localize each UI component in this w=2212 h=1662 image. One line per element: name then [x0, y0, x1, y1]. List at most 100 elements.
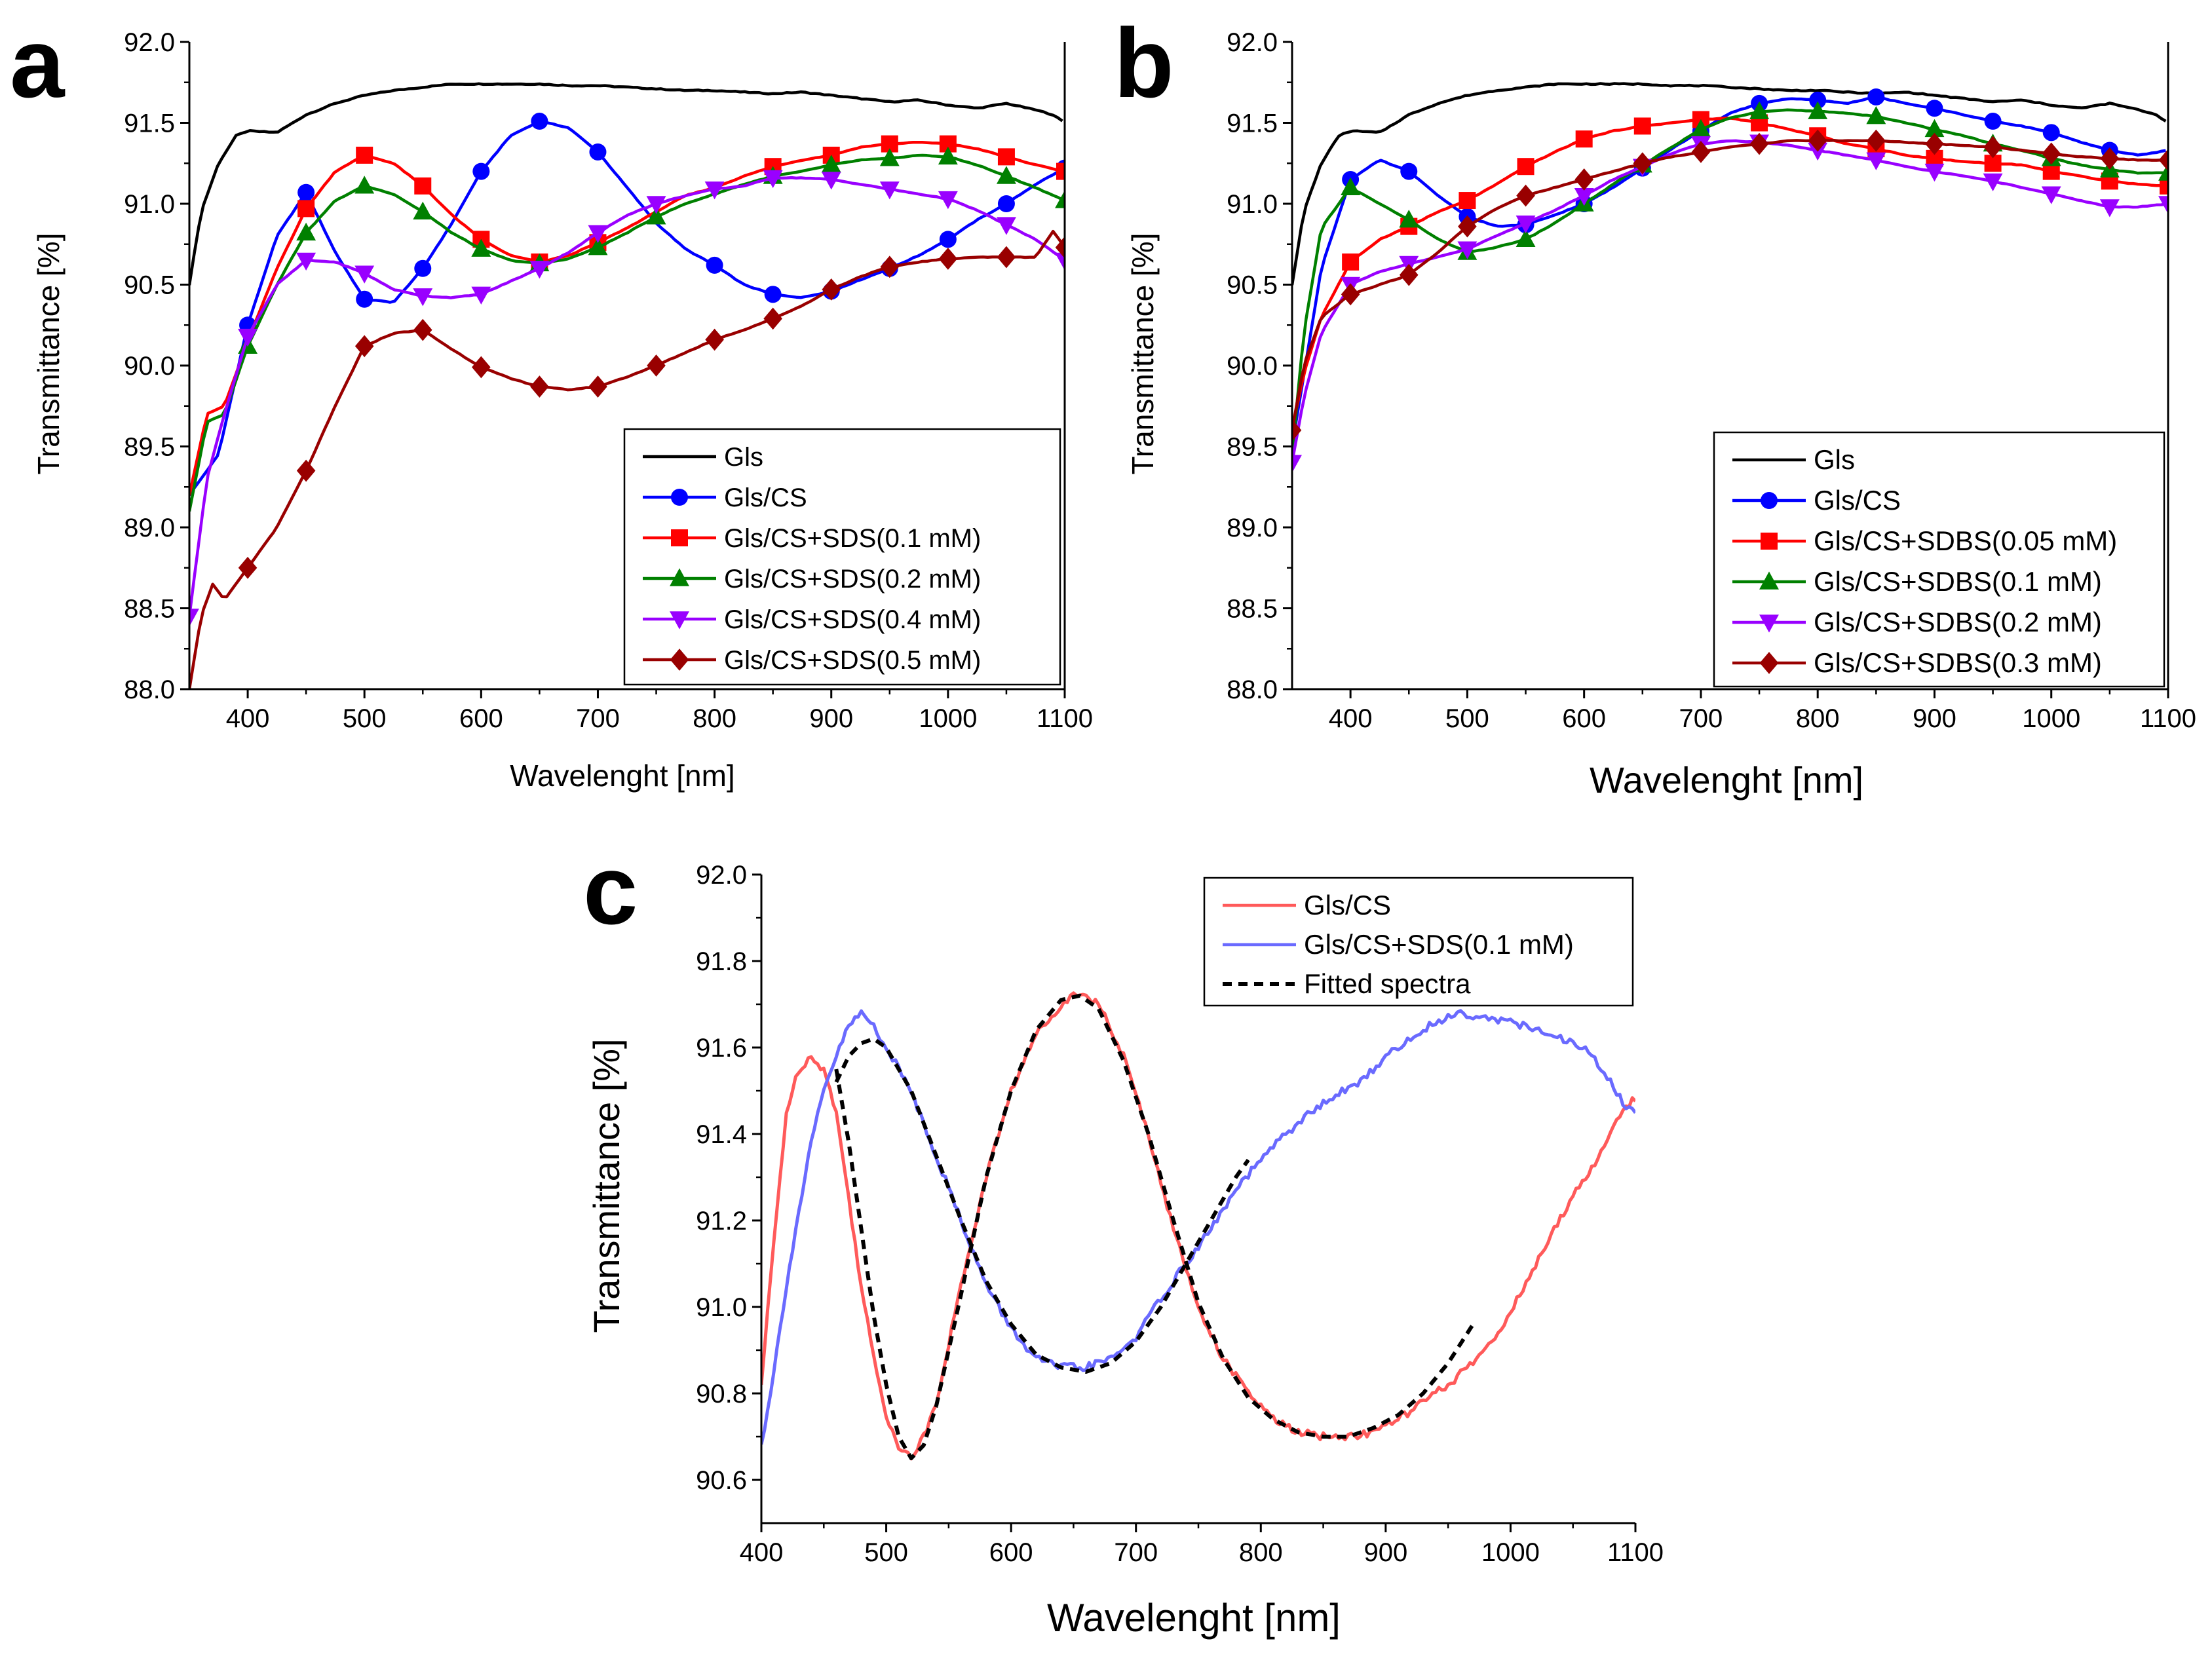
x-tick-label: 600 [989, 1538, 1033, 1567]
legend-marker [670, 649, 689, 671]
fitted-curve-segment [834, 1068, 938, 1460]
data-point-marker [1516, 229, 1536, 248]
data-point-marker [1055, 190, 1065, 208]
x-tick-label: 900 [809, 704, 853, 733]
data-point-marker [646, 196, 666, 214]
data-point-marker [413, 288, 433, 307]
legend-item: Gls/CS+SDS(0.5 mM) [643, 646, 981, 675]
panel-b-plot: 400 500 600 700 800 900 1000 1100 88.0 88.5 89.0 89… [1227, 28, 2196, 733]
data-point-marker [414, 177, 432, 195]
data-point-marker [1633, 152, 1652, 175]
data-point-marker [704, 181, 725, 200]
data-point-marker [1690, 119, 1711, 138]
y-tick-label: 89.5 [1227, 433, 1278, 462]
panel-a-label: a [10, 8, 66, 118]
legend-marker [671, 529, 688, 546]
series-line [189, 229, 1064, 689]
data-point-marker [1867, 88, 1885, 105]
legend-marker [1759, 571, 1779, 590]
data-point-marker [1055, 252, 1065, 271]
y-tick-label: 91.5 [124, 109, 175, 138]
series-line [189, 119, 1063, 497]
data-point-marker [589, 143, 607, 161]
data-point-marker [2041, 186, 2061, 204]
legend-label: Gls [1814, 444, 1855, 475]
legend-label: Gls/CS+SDS(0.5 mM) [724, 646, 981, 675]
panel-c-xlabel: Wavelenght [nm] [1047, 1596, 1341, 1640]
legend-item: Gls [1732, 444, 1855, 475]
data-point-marker [1866, 152, 1886, 170]
y-tick-label: 90.0 [124, 352, 175, 381]
series-gls-cs-sdbs-0-3-mm- [1292, 129, 2168, 442]
data-point-marker [1458, 215, 1477, 238]
data-point-marker [1866, 106, 1886, 124]
legend-item: Gls/CS [643, 483, 807, 512]
data-point-marker [1983, 136, 2002, 159]
legend-label: Gls [724, 443, 763, 472]
data-point-marker [356, 146, 373, 164]
legend-item: Gls [643, 443, 763, 472]
legend-label: Gls/CS+SDS(0.2 mM) [724, 565, 981, 594]
legend-marker [670, 611, 689, 630]
legend-item: Gls/CS+SDS(0.2 mM) [643, 565, 981, 594]
data-point-marker [1984, 113, 2002, 130]
legend-marker [1759, 614, 1779, 633]
data-point-marker [354, 335, 374, 358]
legend-label: Gls/CS+SDS(0.4 mM) [724, 605, 981, 634]
data-point-marker [647, 354, 666, 377]
x-tick-label: 400 [740, 1538, 784, 1567]
data-point-marker [588, 237, 608, 255]
data-point-marker [1924, 119, 1945, 138]
x-tick-label: 1100 [2140, 704, 2196, 733]
legend-marker [1759, 652, 1779, 674]
series-gls [1292, 82, 2167, 286]
fitted-curve-segment [934, 993, 1475, 1439]
series-gls [189, 82, 1063, 286]
x-tick-label: 800 [1239, 1538, 1283, 1567]
data-point-marker [1808, 101, 1828, 119]
y-tick-label: 91.4 [696, 1120, 747, 1149]
data-point-marker [1399, 263, 1419, 286]
data-point-marker [1749, 132, 1769, 155]
data-point-marker [2158, 149, 2168, 172]
y-tick-label: 91.5 [1227, 109, 1278, 138]
legend-label: Gls/CS [1304, 890, 1391, 920]
panel-c: c 400 500 600 700 800 900 1000 1100 90.6 90.8 91.0… [583, 835, 1664, 1640]
data-point-marker [1292, 455, 1302, 473]
panel-c-ylabel: Transmittance [%] [586, 1038, 627, 1332]
legend-marker [1761, 492, 1778, 509]
legend-item: Gls/CS [1732, 485, 1901, 516]
data-point-marker [1574, 187, 1594, 206]
series-line [1292, 138, 2166, 431]
series-layer [1292, 82, 2168, 473]
x-tick-label: 700 [576, 704, 620, 733]
legend-item: Gls/CS+SDBS(0.1 mM) [1732, 566, 2102, 597]
x-tick-label: 500 [1445, 704, 1489, 733]
series-line [189, 176, 1063, 617]
data-point-marker [1342, 253, 1360, 271]
series-fitted-spectra [834, 993, 1475, 1460]
data-point-marker [764, 286, 782, 303]
y-tick-label: 91.2 [696, 1207, 747, 1236]
panel-b-ylabel: Transmittance [%] [1126, 233, 1160, 475]
data-point-marker [2158, 162, 2168, 181]
data-point-marker [1516, 184, 1535, 207]
legend-label: Gls/CS [724, 483, 807, 512]
x-tick-label: 500 [864, 1538, 908, 1567]
legend-item: Fitted spectra [1223, 968, 1471, 999]
data-point-marker [1633, 117, 1651, 135]
data-point-marker [2042, 124, 2060, 142]
data-point-marker [414, 259, 432, 277]
panel-b-xlabel: Wavelenght [nm] [1590, 759, 1863, 801]
data-point-marker [189, 609, 199, 627]
data-point-marker [2100, 147, 2120, 170]
data-point-marker [1400, 162, 1418, 180]
legend-marker [670, 568, 689, 586]
legend-marker [1761, 533, 1778, 550]
data-point-marker [1867, 129, 1886, 152]
panel-a-ylabel: Transmittance [%] [31, 233, 66, 475]
series-line [1292, 95, 2166, 447]
series-gls-cs-sds-0-5-mm- [189, 229, 1065, 689]
y-tick-label: 89.5 [124, 433, 175, 462]
data-point-marker [763, 307, 782, 330]
